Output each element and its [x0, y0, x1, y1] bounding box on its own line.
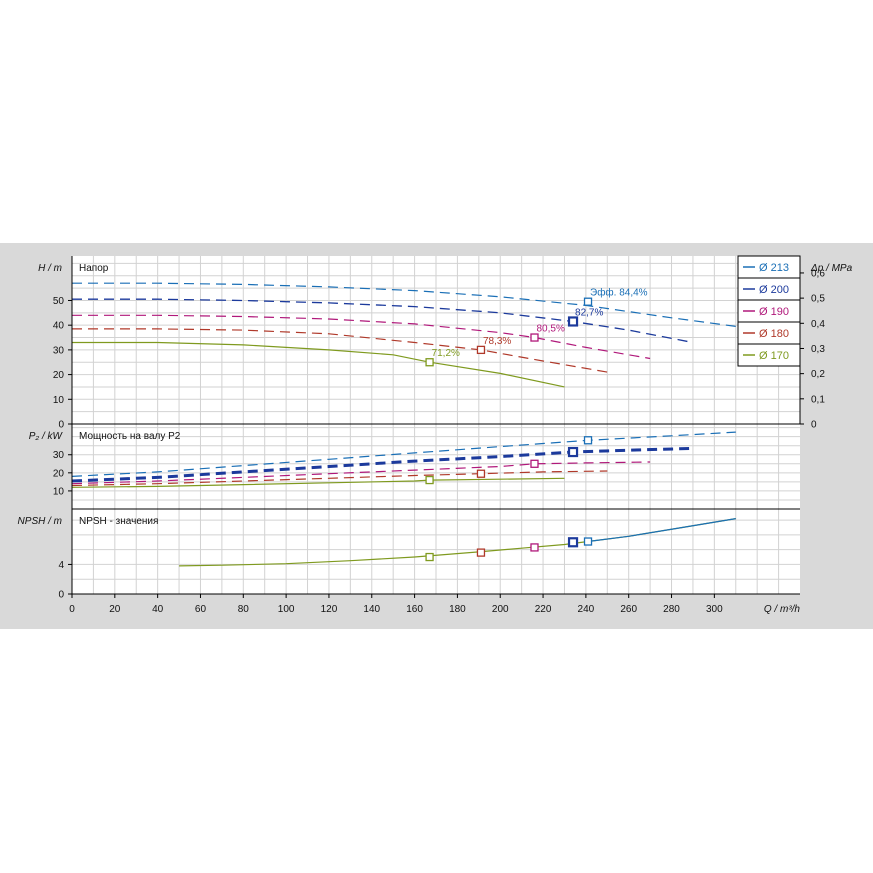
y-tick-label: 40: [53, 321, 65, 332]
series-line-power: [71, 431, 736, 477]
y-tick-label: 30: [53, 345, 65, 356]
x-tick-label: 100: [278, 604, 295, 615]
operating-point-marker: [476, 548, 486, 557]
series-line-npsh: [587, 518, 736, 543]
efficiency-label: 82,7%: [575, 307, 603, 318]
efficiency-label: 78,3%: [483, 336, 511, 347]
operating-point-marker: [425, 552, 434, 562]
x-tick-label: 40: [152, 604, 164, 615]
x-tick-label: 180: [449, 604, 466, 615]
operating-point-marker: [567, 537, 579, 548]
series-line-head: [72, 314, 651, 360]
x-tick-label: 120: [321, 604, 338, 615]
panel-title: Напор: [79, 263, 109, 274]
operating-point-marker: [530, 543, 539, 552]
y-tick-label: 20: [53, 468, 65, 479]
panel-title: Мощность на валу P2: [79, 431, 181, 442]
operating-point-marker: [567, 316, 579, 327]
panel-title: NPSH - значения: [79, 516, 158, 527]
y-tick-label: 50: [53, 296, 65, 307]
y-axis-label: NPSH / m: [18, 516, 62, 527]
y-axis-label: P₂ / kW: [29, 431, 64, 442]
x-tick-label: 240: [578, 604, 595, 615]
x-axis-label: Q / m³/h: [764, 604, 801, 615]
operating-point-marker: [476, 345, 486, 355]
series-line-head: [72, 341, 565, 388]
panel-power: 10 20 30 P₂ / kW Мощность на валу P2: [29, 427, 800, 510]
y-tick-label: 4: [58, 560, 64, 571]
x-tick-label: 140: [363, 604, 380, 615]
legend-label: Ø 213: [759, 262, 789, 274]
y2-tick-label: 0,2: [811, 369, 825, 380]
x-tick-label: 280: [663, 604, 680, 615]
series-line-power: [71, 446, 693, 483]
x-tick-label: 260: [620, 604, 637, 615]
series-line-power: [71, 461, 651, 485]
operating-point-marker: [425, 475, 434, 485]
x-tick-label: 60: [195, 604, 207, 615]
operating-point-marker: [583, 297, 593, 306]
operating-point-marker: [530, 333, 539, 342]
series-line-power: [71, 470, 608, 487]
x-tick-label: 160: [406, 604, 423, 615]
operating-point-marker: [476, 469, 486, 478]
legend-label: Ø 190: [759, 306, 789, 318]
y-tick-label: 20: [53, 370, 65, 381]
y-tick-label: 10: [53, 486, 65, 497]
y2-tick-label: 0,4: [811, 319, 825, 330]
x-tick-label: 300: [706, 604, 723, 615]
y-tick-label: 0: [58, 590, 64, 601]
panel-npsh: 0 4 NPSH / m NPSH - значения: [18, 516, 800, 601]
efficiency-label: 80,5%: [536, 324, 564, 335]
legend-label: Ø 180: [759, 328, 789, 340]
series-line-head: [72, 298, 694, 344]
y2-axis-label: Δp / MPa: [810, 263, 853, 274]
y2-tick-label: 0,6: [811, 268, 825, 279]
operating-point-marker: [583, 436, 593, 445]
x-tick-label: 20: [109, 604, 121, 615]
operating-point-marker: [425, 358, 434, 367]
operating-point-marker: [530, 459, 539, 468]
series-line-head: [72, 328, 608, 373]
legend-label: Ø 170: [759, 350, 789, 362]
legend: Ø 213 Ø 200 Ø 190 Ø 180 Ø 170: [737, 255, 801, 367]
x-tick-label: 220: [535, 604, 552, 615]
x-tick-label: 0: [69, 604, 75, 615]
efficiency-label: Эфф. 84,4%: [590, 287, 648, 299]
y-axis-label: H / m: [38, 263, 62, 274]
y2-tick-label: 0,3: [811, 344, 825, 355]
operating-point-marker: [583, 537, 593, 546]
pump-performance-chart: 0 10 20 30 40 50 H / m Напор 0 0,1 0,2 0,3 0,4 0,5 0,6…: [0, 243, 873, 629]
x-tick-label: 200: [492, 604, 509, 615]
y-tick-label: 10: [53, 395, 65, 406]
y2-tick-label: 0: [811, 420, 817, 431]
y2-tick-label: 0,5: [811, 294, 825, 305]
operating-point-marker: [567, 446, 579, 458]
y2-tick-label: 0,1: [811, 394, 825, 405]
panel-head: 0 10 20 30 40 50 H / m Напор 0 0,1 0,2 0,3 0,4 0,5 0,6…: [38, 262, 853, 431]
series-line-power: [71, 477, 565, 488]
x-axis: 0 20 40 60 80 100 120 140 160 180 200 220 240 260 280 3…: [69, 594, 800, 615]
y-tick-label: 30: [53, 450, 65, 461]
x-tick-label: 80: [238, 604, 250, 615]
series-line-head: [72, 282, 736, 327]
efficiency-label: 71,2%: [432, 348, 460, 359]
legend-label: Ø 200: [759, 284, 789, 296]
y-tick-label: 0: [58, 420, 64, 431]
